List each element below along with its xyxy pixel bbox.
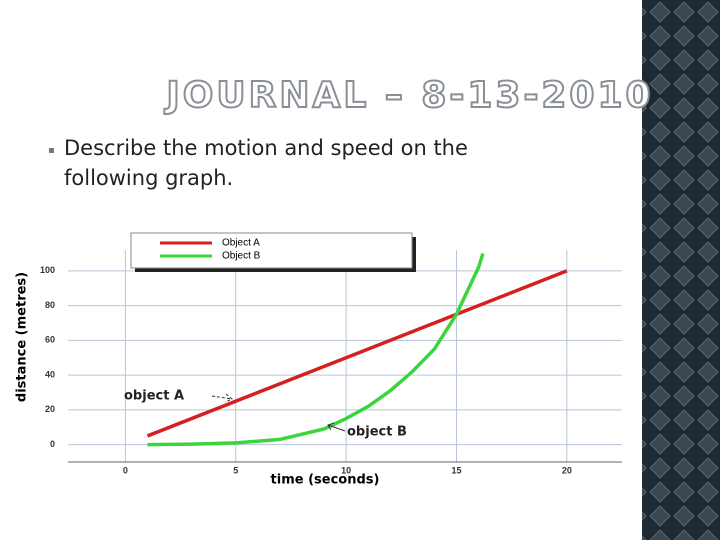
y-tick-label: 20 [45, 404, 55, 414]
x-tick-label: 0 [123, 465, 128, 475]
x-axis-label: time (seconds) [271, 473, 380, 488]
x-tick-label: 5 [233, 465, 238, 475]
slide-title: JOURNAL – 8-13-2010 [163, 75, 653, 116]
annotation: object B [347, 425, 407, 440]
chart: 0 5 10 15 20 0 20 40 60 80 100 time (seconds) distan… [15, 232, 622, 488]
y-tick-label: 0 [50, 439, 55, 449]
legend-label: Object B [222, 251, 261, 262]
x-tick-label: 15 [451, 465, 461, 475]
annotation-arrow [211, 393, 233, 403]
series-line [147, 252, 485, 447]
legend-box [130, 232, 413, 269]
series-line [146, 269, 568, 438]
bullet-text: Describe the motion and speed on the fol… [64, 136, 468, 190]
x-tick-label: 20 [562, 465, 572, 475]
x-tick-label: 10 [341, 465, 351, 475]
legend-label: Object A [222, 238, 260, 249]
y-tick-label: 100 [40, 265, 55, 275]
y-tick-label: 80 [45, 300, 55, 310]
y-tick-label: 60 [45, 335, 55, 345]
side-strip [642, 0, 720, 540]
annotation-arrow [327, 422, 346, 432]
bullet-mark: ▪ [48, 145, 55, 156]
y-axis-label: distance (metres) [15, 272, 30, 402]
y-tick-label: 40 [45, 369, 55, 379]
bullet-box: Describe the motion and speed on the fol… [64, 136, 468, 190]
annotation: object A [124, 389, 184, 404]
